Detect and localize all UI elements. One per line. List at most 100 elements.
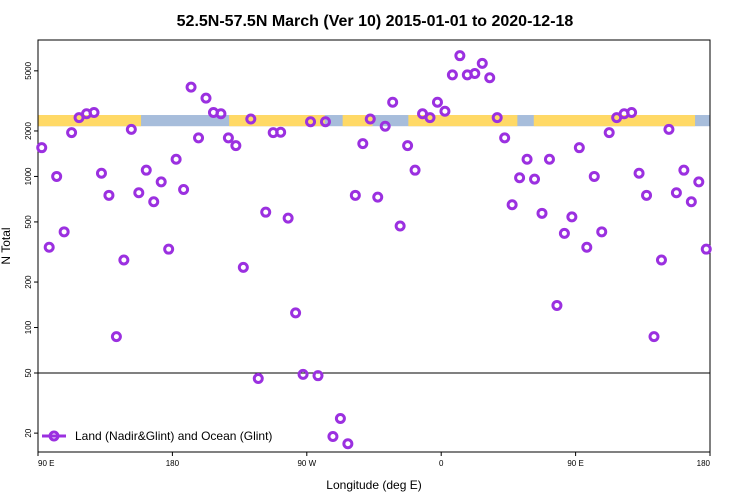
data-point bbox=[499, 132, 511, 144]
data-point bbox=[357, 138, 369, 150]
data-point bbox=[103, 189, 115, 201]
x-tick-label: 0 bbox=[439, 459, 444, 468]
data-point bbox=[633, 167, 645, 179]
chart-title: 52.5N-57.5N March (Ver 10) 2015-01-01 to… bbox=[177, 13, 574, 30]
data-point bbox=[118, 254, 130, 266]
data-point bbox=[693, 176, 705, 188]
data-point bbox=[603, 127, 615, 139]
y-tick-label: 20 bbox=[24, 428, 33, 437]
data-point bbox=[387, 96, 399, 108]
data-point bbox=[319, 116, 331, 128]
data-point bbox=[409, 164, 421, 176]
band-land bbox=[408, 115, 518, 127]
data-point bbox=[670, 187, 682, 199]
data-point bbox=[133, 187, 145, 199]
legend: Land (Nadir&Glint) and Ocean (Glint) bbox=[42, 429, 272, 443]
x-tick-label: 180 bbox=[166, 459, 180, 468]
data-point bbox=[148, 196, 160, 208]
data-point bbox=[484, 72, 496, 84]
x-axis: 90 E 180 90 W 0 90 E 180 bbox=[37, 452, 711, 468]
data-point bbox=[648, 331, 660, 343]
data-point bbox=[476, 57, 488, 69]
plot-area bbox=[37, 39, 711, 453]
data-point bbox=[536, 207, 548, 219]
data-point bbox=[237, 261, 249, 273]
data-point bbox=[596, 226, 608, 238]
data-point bbox=[66, 127, 78, 139]
legend-marker bbox=[48, 430, 60, 442]
data-point bbox=[491, 112, 503, 124]
data-point bbox=[558, 227, 570, 239]
data-point bbox=[342, 438, 354, 450]
data-point bbox=[514, 172, 526, 184]
data-point bbox=[521, 153, 533, 165]
data-point bbox=[402, 140, 414, 152]
data-point bbox=[58, 226, 70, 238]
data-point bbox=[678, 164, 690, 176]
data-point bbox=[543, 153, 555, 165]
y-tick-label: 5000 bbox=[24, 61, 33, 79]
data-point bbox=[200, 92, 212, 104]
data-point bbox=[379, 120, 391, 132]
data-point bbox=[193, 132, 205, 144]
data-point bbox=[685, 196, 697, 208]
y-tick-label: 2000 bbox=[24, 122, 33, 140]
data-point bbox=[282, 212, 294, 224]
data-point bbox=[222, 132, 234, 144]
data-point bbox=[155, 176, 167, 188]
data-point bbox=[469, 68, 481, 80]
y-tick-label: 500 bbox=[24, 215, 33, 229]
data-point bbox=[349, 189, 361, 201]
data-point bbox=[290, 307, 302, 319]
data-point bbox=[327, 430, 339, 442]
data-point bbox=[125, 123, 137, 135]
y-tick-label: 50 bbox=[24, 368, 33, 377]
data-point bbox=[43, 241, 55, 253]
data-point bbox=[312, 370, 324, 382]
data-point bbox=[275, 126, 287, 138]
data-point bbox=[230, 140, 242, 152]
data-point bbox=[655, 254, 667, 266]
data-point bbox=[394, 220, 406, 232]
data-point bbox=[573, 142, 585, 154]
data-point bbox=[641, 189, 653, 201]
data-point bbox=[551, 299, 563, 311]
data-point bbox=[178, 183, 190, 195]
data-point bbox=[88, 106, 100, 118]
data-point bbox=[439, 105, 451, 117]
data-series bbox=[36, 50, 712, 450]
y-axis: 20 50 100 200 500 1000 2000 5000 bbox=[24, 61, 38, 438]
data-point bbox=[215, 108, 227, 120]
data-point bbox=[372, 191, 384, 203]
data-point bbox=[110, 331, 122, 343]
y-axis-label: N Total bbox=[0, 227, 13, 264]
data-point bbox=[95, 167, 107, 179]
x-tick-label: 90 E bbox=[38, 459, 54, 468]
data-point bbox=[305, 116, 317, 128]
data-point bbox=[163, 243, 175, 255]
x-axis-label: Longitude (deg E) bbox=[326, 478, 421, 492]
y-tick-label: 200 bbox=[24, 275, 33, 289]
data-point bbox=[140, 164, 152, 176]
data-point bbox=[529, 173, 541, 185]
data-point bbox=[581, 241, 593, 253]
data-point bbox=[51, 170, 63, 182]
data-point bbox=[566, 211, 578, 223]
data-point bbox=[334, 412, 346, 424]
data-point bbox=[663, 123, 675, 135]
data-point bbox=[185, 81, 197, 93]
data-point bbox=[170, 153, 182, 165]
band-land bbox=[38, 115, 142, 127]
data-point bbox=[588, 170, 600, 182]
data-point bbox=[297, 368, 309, 380]
data-point bbox=[424, 112, 436, 124]
data-point bbox=[700, 243, 712, 255]
data-point bbox=[626, 106, 638, 118]
x-tick-label: 90 E bbox=[567, 459, 583, 468]
x-tick-label: 90 W bbox=[297, 459, 316, 468]
y-tick-label: 100 bbox=[24, 320, 33, 334]
band-land bbox=[342, 115, 373, 127]
y-tick-label: 1000 bbox=[24, 167, 33, 185]
data-point bbox=[454, 50, 466, 62]
